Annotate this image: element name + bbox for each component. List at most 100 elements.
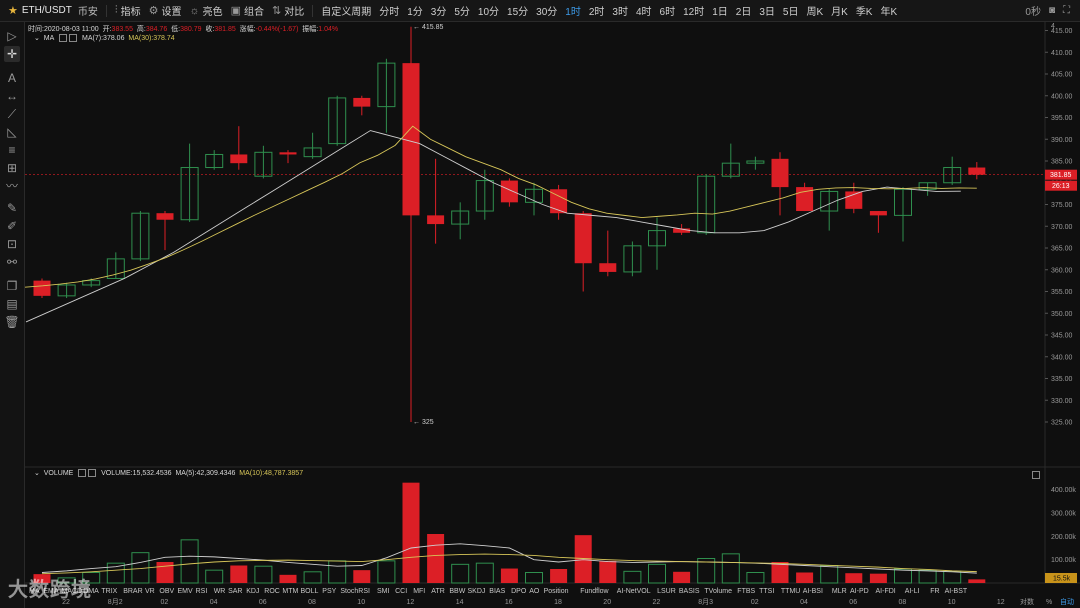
interval-tab[interactable]: 月K [831, 7, 848, 18]
indicator-tab-psy[interactable]: PSY [322, 588, 336, 595]
brush-icon[interactable]: ✐ [6, 219, 18, 233]
interval-tab[interactable]: 3日 [759, 7, 775, 18]
custom-period-button[interactable]: 自定义周期 [317, 0, 375, 21]
lock-icon[interactable]: ⊡ [6, 237, 18, 251]
indicator-tab-smi[interactable]: SMI [377, 588, 390, 595]
auto-toggle[interactable]: 自动 [1060, 597, 1074, 606]
indicator-tab-ai-bst[interactable]: AI-BST [945, 588, 968, 595]
indicator-tab-basis[interactable]: BASIS [679, 588, 700, 595]
interval-tab[interactable]: 分时 [379, 7, 400, 18]
indicator-tab-boll[interactable]: BOLL [301, 588, 319, 595]
camera-icon[interactable]: ◙ [1048, 5, 1055, 16]
interval-tab[interactable]: 5分 [454, 7, 470, 18]
cursor-icon[interactable]: ▷ [7, 29, 17, 43]
indicator-tab-tvolume[interactable]: TVolume [704, 588, 732, 595]
interval-tab[interactable]: 季K [855, 7, 873, 18]
symbol-selector[interactable]: ★ ETH/USDT 币安 [0, 0, 102, 21]
interval-tab[interactable]: 1时 [565, 7, 581, 18]
interval-tab[interactable]: 6时 [659, 7, 676, 18]
crosshair-icon[interactable]: ✛ [4, 46, 20, 62]
pane-settings-icon[interactable] [1031, 471, 1041, 479]
interval-tab[interactable]: 30分 [536, 7, 558, 18]
magnet-icon[interactable]: ⚯ [6, 255, 18, 269]
wave-tool-icon[interactable]: 〰 [5, 179, 18, 193]
indicator-tab-trix[interactable]: TRIX [101, 588, 117, 595]
trash-icon[interactable]: 🗑 [4, 315, 20, 329]
indicator-tab-rsi[interactable]: RSI [196, 588, 208, 595]
interval-tab[interactable]: 年K [880, 7, 898, 18]
indicator-tab-ma[interactable]: MA [29, 588, 40, 595]
pencil-icon[interactable]: ✎ [6, 201, 18, 215]
indicator-tab-mtm[interactable]: MTM [282, 588, 298, 595]
trend-line-icon[interactable]: ⟋ [7, 107, 17, 121]
indicator-tab-bbw[interactable]: BBW [449, 588, 465, 595]
layers-icon[interactable]: ▤ [6, 297, 18, 311]
compare-button[interactable]: ⇅ 对比 [268, 0, 308, 21]
indicator-tab-brar[interactable]: BRAR [123, 588, 142, 595]
settings-button[interactable]: ⚙ 设置 [145, 0, 186, 21]
indicators-button[interactable]: ⫶ 指标 [111, 0, 145, 21]
indicator-tab-macd[interactable]: MACD [62, 588, 83, 595]
interval-tab[interactable]: 1分 [407, 7, 423, 18]
indicator-tab-ttmu[interactable]: TTMU [781, 588, 800, 595]
indicator-tab-sar[interactable]: SAR [228, 588, 242, 595]
interval-tab[interactable]: 15分 [507, 7, 529, 18]
percent-toggle[interactable]: % [1046, 599, 1052, 606]
indicator-tab-kdj[interactable]: KDJ [246, 588, 259, 595]
interval-tab[interactable]: 3分 [430, 7, 447, 18]
copy-icon[interactable]: ❐ [6, 279, 18, 293]
indicator-tab-wr[interactable]: WR [214, 588, 226, 595]
indicator-tab-atr[interactable]: ATR [431, 588, 444, 595]
interval-tab[interactable]: 3时 [612, 7, 628, 18]
theme-button[interactable]: ☼ 亮色 [186, 0, 227, 21]
indicator-tab-dpo[interactable]: DPO [511, 588, 527, 595]
favorite-star-icon[interactable]: ★ [8, 5, 18, 17]
log-toggle[interactable]: 对数 [1020, 597, 1034, 606]
indicator-tab-ai-pd[interactable]: AI-PD [850, 588, 869, 595]
close-icon[interactable] [88, 469, 97, 478]
visibility-icon[interactable] [78, 469, 87, 478]
interval-tab[interactable]: 4时 [635, 7, 652, 18]
triangle-tool-icon[interactable]: ◺ [7, 125, 17, 139]
interval-tab[interactable]: 2日 [735, 7, 752, 18]
interval-tab[interactable]: 周K [806, 7, 824, 18]
indicator-tab-emv[interactable]: EMV [178, 588, 194, 595]
indicator-tab-stochrsi[interactable]: StochRSI [340, 588, 370, 595]
grid-tool-icon[interactable]: ⊞ [6, 161, 18, 175]
indicator-tab-lsur[interactable]: LSUR [657, 588, 676, 595]
interval-tab[interactable]: 10分 [477, 7, 500, 18]
indicator-tab-ai-fdi[interactable]: AI-FDI [876, 588, 896, 595]
indicator-tab-position[interactable]: Position [544, 588, 569, 595]
interval-tab[interactable]: 5日 [782, 7, 799, 18]
horizontal-line-icon[interactable]: ↔ [6, 89, 18, 103]
indicator-tab-obv[interactable]: OBV [159, 588, 174, 595]
indicator-tab-mlr[interactable]: MLR [832, 588, 847, 595]
indicator-tab-bias[interactable]: BIAS [489, 588, 505, 595]
indicator-tab-fr[interactable]: FR [930, 588, 939, 595]
visibility-icon[interactable] [59, 34, 68, 43]
indicator-tab-fundflow[interactable]: Fundflow [580, 588, 609, 595]
indicator-tab-ao[interactable]: AO [529, 588, 540, 595]
indicator-tab-ema[interactable]: EMA [43, 588, 59, 595]
indicator-tab-dma[interactable]: DMA [83, 588, 99, 595]
indicator-tab-ai-li[interactable]: AI-LI [905, 588, 920, 595]
interval-tab[interactable]: 12时 [683, 7, 705, 18]
fullscreen-icon[interactable]: ⛶ [1063, 5, 1070, 16]
indicator-tab-ai-bsi[interactable]: AI-BSI [803, 588, 823, 595]
indicator-tab-ttsi[interactable]: TTSI [759, 588, 774, 595]
indicator-tab-cci[interactable]: CCI [395, 588, 407, 595]
chevron-down-icon[interactable]: ⌄ [34, 35, 40, 42]
interval-tab[interactable]: 2时 [588, 7, 605, 18]
indicator-tab-roc[interactable]: ROC [264, 588, 280, 595]
combo-button[interactable]: ▣ 组合 [227, 0, 268, 21]
text-tool-icon[interactable]: A [7, 71, 16, 85]
indicator-tab-ftbs[interactable]: FTBS [737, 588, 755, 595]
parallel-lines-icon[interactable]: ≡ [8, 143, 16, 157]
indicator-tab-skdj[interactable]: SKDJ [468, 588, 486, 595]
close-icon[interactable] [69, 34, 78, 43]
indicator-tab-mfi[interactable]: MFI [413, 588, 425, 595]
chevron-down-icon[interactable]: ⌄ [34, 470, 40, 477]
indicator-tab-ai-netvol[interactable]: AI-NetVOL [617, 588, 651, 595]
indicator-tab-vr[interactable]: VR [145, 588, 155, 595]
